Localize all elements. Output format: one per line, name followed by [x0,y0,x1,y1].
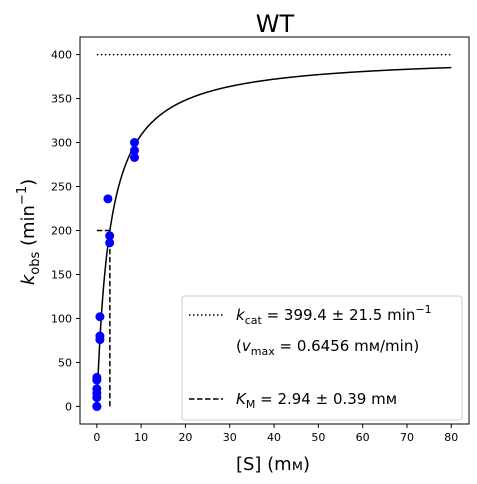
legend-kcat-sup: −1 [415,303,431,316]
legend: kcat = 399.4 ± 21.5 min−1 (vmax = 0.6456… [181,295,463,421]
x-tick-label: 50 [311,431,325,444]
legend-km-label: KM = 2.94 ± 0.39 mм [236,390,397,411]
data-point [92,384,102,394]
y-tick-label: 350 [51,93,72,106]
legend-kcat-k: k [236,306,246,324]
data-point [92,401,102,411]
data-point [129,152,139,162]
y-axis-title-sub: obs [28,252,43,275]
y-tick-label: 150 [51,268,72,281]
legend-km-value: = 2.94 ± 0.39 mм [255,390,397,408]
x-axis: 0 10 20 30 40 50 60 70 80 [93,424,458,444]
plot-content [92,53,452,411]
y-axis-title-sup: −1 [15,186,30,205]
y-tick-label: 200 [51,225,72,238]
x-tick-label: 20 [178,431,192,444]
legend-vmax-open: ( [236,337,242,355]
x-tick-label: 0 [93,431,100,444]
data-point [95,331,105,341]
legend-vmax-v: v [242,337,252,355]
x-axis-title: [S] (mм) [236,454,310,475]
data-point [92,372,102,382]
y-axis-title-k: k [18,273,39,285]
y-axis-title-close: ) [18,179,39,186]
data-point [105,238,115,248]
data-point [103,194,113,204]
x-tick-label: 10 [134,431,148,444]
x-tick-label: 40 [267,431,281,444]
y-tick-label: 300 [51,137,72,150]
y-tick-label: 50 [58,356,72,369]
data-point [129,138,139,148]
data-point [95,312,105,322]
y-tick-label: 0 [65,400,72,413]
legend-kcat-sub: cat [245,314,263,327]
x-axis-title-close: ) [303,454,310,475]
x-tick-label: 60 [356,431,370,444]
y-axis-title-rest: (min [18,205,39,252]
michaelis-menten-fit-curve [96,66,452,407]
y-tick-label: 100 [51,312,72,325]
legend-kcat-value: = 399.4 ± 21.5 min [262,306,416,324]
data-point [105,231,115,241]
chart-title: WT [256,10,295,38]
legend-kcat-label: kcat = 399.4 ± 21.5 min−1 [236,303,432,327]
x-axis-title-main: [S] (m [236,454,292,475]
x-tick-label: 30 [223,431,237,444]
legend-km-sub: M [246,398,256,411]
y-axis: 0 50 100 150 200 250 300 350 400 [51,49,80,413]
y-axis-title: kobs (min−1) [15,179,43,285]
legend-box [181,295,463,421]
y-tick-label: 250 [51,181,72,194]
x-tick-label: 70 [400,431,414,444]
y-tick-label: 400 [51,49,72,62]
legend-km-k: K [236,390,247,408]
data-point [129,145,139,155]
legend-vmax-sub: max [251,345,275,358]
legend-vmax-value: = 0.6456 mм/min) [275,337,419,355]
x-tick-label: 80 [444,431,458,444]
x-axis-title-unit: м [292,456,303,474]
legend-vmax-label: (vmax = 0.6456 mм/min) [236,337,419,358]
